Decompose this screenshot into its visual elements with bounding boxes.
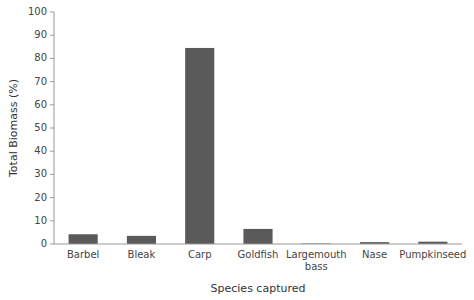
bar: [69, 234, 98, 244]
y-tick: [50, 58, 54, 59]
y-tick: [50, 35, 54, 36]
x-tick-label: Bleak: [128, 249, 156, 260]
y-tick-label: 40: [34, 145, 47, 156]
bar: [243, 229, 272, 244]
x-tick-label: Pumpkinseed: [399, 249, 466, 260]
bar: [127, 236, 156, 244]
y-tick-label: 70: [34, 76, 47, 87]
y-tick: [50, 174, 54, 175]
y-tick-label: 60: [34, 99, 47, 110]
y-tick: [50, 128, 54, 129]
y-axis-label: Total Biomass (%): [7, 79, 20, 178]
y-tick: [50, 197, 54, 198]
y-tick: [50, 12, 54, 13]
y-tick: [50, 104, 54, 105]
y-tick-label: 50: [34, 122, 47, 133]
x-tick-label: Nase: [362, 249, 387, 260]
x-tick-label: Largemouthbass: [286, 249, 347, 272]
chart: 0 10 20 30 40 50 60 70 80 90 100 Barbel Bleak Carp Gol…: [0, 0, 474, 300]
bars: [69, 48, 448, 244]
y-tick-label: 10: [34, 215, 47, 226]
x-tick-label: Barbel: [67, 249, 99, 260]
x-axis-label: Species captured: [211, 282, 306, 295]
y-tick-label: 100: [28, 6, 47, 17]
y-tick: [50, 220, 54, 221]
y-tick-label: 20: [34, 192, 47, 203]
y-tick-label: 90: [34, 29, 47, 40]
y-tick-label: 80: [34, 52, 47, 63]
y-tick-label: 0: [41, 238, 47, 249]
bar: [185, 48, 214, 244]
y-tick-label: 30: [34, 168, 47, 179]
y-tick: [50, 81, 54, 82]
y-tick: [50, 151, 54, 152]
x-tick-label: Goldfish: [238, 249, 279, 260]
chart-container: 0 10 20 30 40 50 60 70 80 90 100 Barbel Bleak Carp Gol…: [0, 0, 474, 300]
y-tick: [50, 244, 54, 245]
x-tick-label: Carp: [188, 249, 212, 260]
x-axis-line: [54, 244, 462, 245]
axes: 0 10 20 30 40 50 60 70 80 90 100 Barbel Bleak Carp Gol…: [28, 6, 466, 272]
